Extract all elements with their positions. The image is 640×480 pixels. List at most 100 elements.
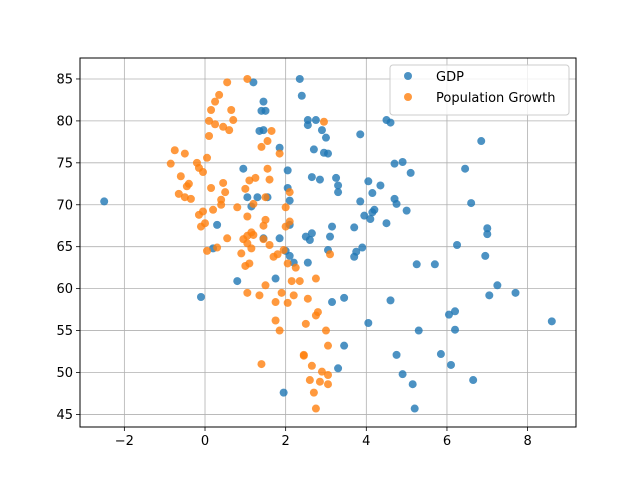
population-growth-point bbox=[245, 176, 254, 185]
population-growth-point bbox=[241, 184, 250, 193]
legend-label-gdp: GDP bbox=[436, 70, 464, 85]
gdp-point bbox=[352, 247, 361, 256]
population-growth-point bbox=[198, 207, 207, 216]
gdp-point bbox=[307, 173, 316, 182]
gdp-point bbox=[364, 177, 373, 186]
x-tick-label: 8 bbox=[523, 434, 531, 449]
population-growth-point bbox=[287, 277, 296, 286]
gdp-point bbox=[332, 173, 341, 182]
gdp-point bbox=[547, 317, 556, 326]
population-growth-point bbox=[281, 203, 290, 212]
gdp-point bbox=[386, 118, 395, 127]
population-growth-point bbox=[247, 244, 256, 253]
population-growth-point bbox=[219, 122, 228, 131]
gdp-point bbox=[305, 235, 314, 244]
population-growth-point bbox=[285, 217, 294, 226]
population-growth-point bbox=[283, 259, 292, 268]
gdp-point bbox=[398, 157, 407, 166]
population-growth-point bbox=[225, 126, 234, 135]
gdp-point bbox=[326, 232, 335, 241]
population-growth-point bbox=[265, 175, 274, 184]
population-growth-point bbox=[324, 371, 332, 380]
y-tick-label: 60 bbox=[56, 282, 73, 297]
population-growth-point bbox=[209, 205, 218, 214]
gdp-point bbox=[366, 215, 375, 224]
gdp-point bbox=[340, 293, 349, 302]
population-growth-point bbox=[219, 178, 228, 187]
gdp-point bbox=[364, 319, 373, 328]
gdp-point bbox=[317, 126, 326, 135]
population-growth-point bbox=[307, 361, 316, 370]
population-growth-point bbox=[207, 105, 216, 114]
gdp-point bbox=[213, 220, 222, 229]
gdp-point bbox=[402, 206, 411, 215]
x-tick-label: 6 bbox=[443, 434, 451, 449]
population-growth-point bbox=[324, 341, 332, 350]
population-growth-point bbox=[215, 90, 224, 99]
gdp-point bbox=[297, 91, 306, 100]
gdp-point bbox=[412, 260, 421, 269]
gdp-point bbox=[368, 189, 377, 198]
population-growth-point bbox=[317, 367, 326, 376]
population-growth-point bbox=[303, 294, 312, 303]
population-growth-point bbox=[267, 126, 276, 135]
x-tick-label: 0 bbox=[201, 434, 209, 449]
population-growth-point bbox=[203, 246, 212, 255]
y-tick-label: 65 bbox=[56, 240, 73, 255]
gdp-point bbox=[406, 168, 415, 177]
gdp-point bbox=[259, 97, 268, 106]
gdp-point bbox=[334, 181, 343, 190]
x-tick-label: 2 bbox=[282, 434, 290, 449]
y-tick-label: 75 bbox=[56, 156, 73, 171]
gdp-point bbox=[303, 258, 312, 267]
gdp-point bbox=[249, 78, 258, 87]
gdp-point bbox=[356, 130, 365, 139]
gdp-point bbox=[285, 251, 294, 260]
gdp-point bbox=[303, 121, 312, 130]
gdp-point bbox=[386, 296, 395, 305]
population-growth-point bbox=[227, 105, 236, 114]
population-growth-point bbox=[283, 298, 292, 307]
gdp-point bbox=[376, 181, 385, 190]
x-tick-label: −2 bbox=[115, 434, 134, 449]
population-growth-point bbox=[221, 188, 230, 197]
population-growth-point bbox=[305, 376, 314, 385]
population-growth-point bbox=[295, 277, 304, 286]
population-growth-point bbox=[174, 189, 183, 198]
population-growth-point bbox=[265, 241, 274, 250]
gdp-point bbox=[295, 74, 304, 83]
plot-frame bbox=[79, 57, 577, 428]
population-growth-point bbox=[184, 179, 193, 188]
gdp-point bbox=[408, 380, 417, 389]
legend-marker-population-growth bbox=[404, 93, 412, 101]
population-growth-point bbox=[326, 250, 335, 259]
population-growth-point bbox=[186, 194, 195, 203]
gdp-point bbox=[370, 205, 379, 214]
gdp-point bbox=[309, 145, 318, 154]
gdp-point bbox=[467, 199, 476, 208]
gdp-point bbox=[243, 193, 252, 202]
gdp-point bbox=[430, 260, 439, 269]
population-growth-point bbox=[243, 212, 252, 221]
population-growth-point bbox=[271, 316, 280, 325]
gdp-point bbox=[261, 106, 270, 115]
population-growth-point bbox=[201, 219, 210, 228]
gdp-point bbox=[485, 291, 494, 300]
population-growth-point bbox=[289, 291, 298, 300]
y-tick-label: 55 bbox=[56, 324, 73, 339]
gdp-point bbox=[328, 298, 337, 307]
gdp-point bbox=[307, 229, 316, 238]
population-growth-point bbox=[321, 326, 330, 335]
gdp-point bbox=[315, 175, 324, 184]
population-growth-point bbox=[205, 131, 214, 140]
gdp-point bbox=[398, 370, 407, 379]
gdp-point bbox=[360, 211, 369, 220]
population-growth-point bbox=[275, 326, 284, 335]
population-growth-point bbox=[223, 234, 232, 243]
population-growth-point bbox=[229, 116, 238, 125]
gdp-point bbox=[392, 199, 401, 208]
gdp-point bbox=[275, 234, 284, 243]
population-growth-point bbox=[299, 350, 308, 359]
population-growth-point bbox=[261, 281, 270, 290]
population-growth-point bbox=[213, 243, 222, 252]
